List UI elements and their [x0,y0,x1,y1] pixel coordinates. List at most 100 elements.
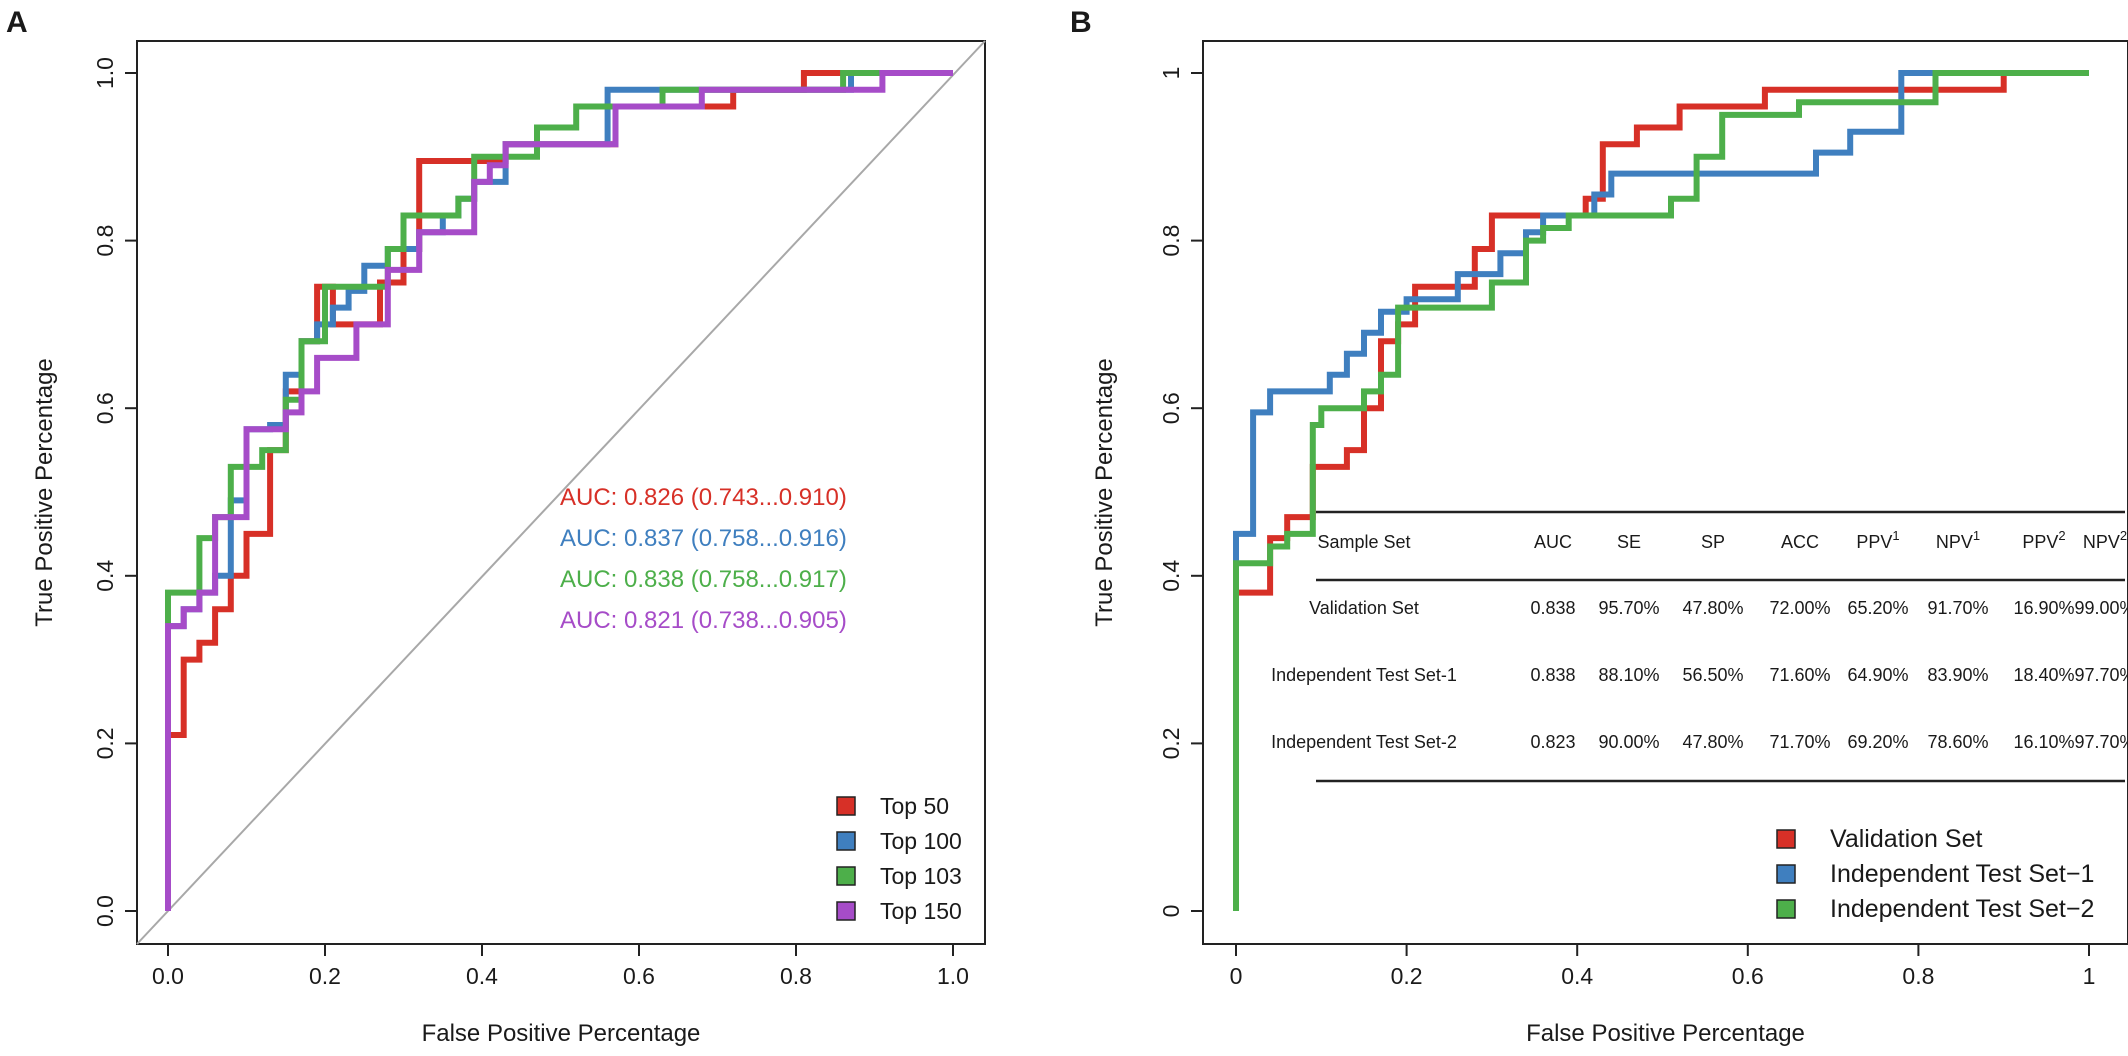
y-tick-label: 0 [1158,905,1184,918]
panel-b: B 0 0.2 0.4 0.6 0.8 1 0 0.2 0.4 0.6 0.8 1 False Posit… [1070,6,2128,1047]
y-tick-label: 1.0 [92,57,118,89]
table-cell: 91.70% [1927,598,1988,618]
y-tick-label: 0.6 [92,392,118,424]
table-cell: Independent Test Set-2 [1271,732,1457,752]
table-cell: 47.80% [1682,598,1743,618]
metrics-table: Sample Set AUC SE SP ACC PPV1 NPV1 PPV2 NPV2Vali… [1271,510,2128,783]
table-header-superscript: 2 [2058,528,2065,543]
legend-swatch [1776,864,1796,884]
table-cell: 69.20% [1847,732,1908,752]
roc-curve-1 [1233,70,2089,911]
legend-swatch [836,866,856,886]
table-cell: 83.90% [1927,665,1988,685]
table-cell: 0.823 [1530,732,1575,752]
y-axis-title: True Positive Percentage [31,358,58,627]
table-header: PPV1 [1856,528,1899,552]
table-header: SP [1701,532,1725,552]
table-cell: 65.20% [1847,598,1908,618]
y-tick-label: 0.0 [92,895,118,927]
panel-label: A [6,6,28,39]
legend-swatch [1776,899,1796,919]
table-header: SE [1617,532,1641,552]
table-header-text: Sample Set [1317,532,1410,552]
legend-label: Independent Test Set−1 [1830,860,2094,888]
table-cell: 95.70% [1598,598,1659,618]
x-tick-label: 0.4 [466,963,498,989]
y-tick-label: 0.2 [92,727,118,759]
y-axis-title: True Positive Percentage [1091,358,1118,627]
x-tick-label: 1 [2083,963,2096,989]
y-tick-label: 0.6 [1158,392,1184,424]
y-tick-label: 0.4 [92,560,118,592]
table-background [1316,512,2125,781]
x-tick-label: 0.8 [1902,963,1934,989]
y-tick-label: 1 [1158,67,1184,80]
x-tick-label: 0.4 [1561,963,1593,989]
auc-annotation: AUC: 0.837 (0.758...0.916) [560,525,847,552]
table-cell: 56.50% [1682,665,1743,685]
table-cell: 97.70% [2074,665,2128,685]
y-tick-label: 0.4 [1158,560,1184,592]
y-tick-label: 0.8 [92,225,118,257]
x-axis-title: False Positive Percentage [1526,1020,1805,1047]
legend-label: Top 103 [880,863,962,889]
table-cell: 78.60% [1927,732,1988,752]
legend-swatch [836,796,856,816]
legend-label: Independent Test Set−2 [1830,895,2094,923]
roc-curve-2 [1233,70,2089,911]
table-header: NPV2 [2083,528,2127,552]
table-cell: 71.60% [1769,665,1830,685]
y-tick-label: 0.2 [1158,727,1184,759]
auc-annotation: AUC: 0.821 (0.738...0.905) [560,607,847,634]
x-tick-label: 0.8 [780,963,812,989]
table-header: AUC [1534,532,1572,552]
x-tick-label: 0.2 [1391,963,1423,989]
table-header-text: ACC [1781,532,1819,552]
legend-label: Top 150 [880,898,962,924]
table-cell: 0.838 [1530,665,1575,685]
roc-curve-3 [1233,70,2089,911]
table-header-text: PPV [2022,532,2058,552]
table-header-superscript: 2 [2120,528,2127,543]
legend-label: Top 50 [880,793,949,819]
table-cell: 90.00% [1598,732,1659,752]
table-cell: 72.00% [1769,598,1830,618]
panel-a: A 0.0 0.2 0.4 0.6 0.8 1.0 0.0 0.2 0.4 0.6 0.8 1.0 Fal… [6,6,986,1047]
x-tick-label: 1.0 [937,963,969,989]
x-tick-label: 0.2 [309,963,341,989]
auc-annotation: AUC: 0.838 (0.758...0.917) [560,566,847,593]
table-cell: Validation Set [1309,598,1419,618]
table-header: Sample Set [1317,532,1410,552]
legend-swatch [836,901,856,921]
x-tick-label: 0.0 [152,963,184,989]
x-tick-label: 0.6 [1732,963,1764,989]
table-header-text: NPV [2083,532,2120,552]
table-cell: 97.70% [2074,732,2128,752]
legend-swatch [1776,829,1796,849]
table-header: NPV1 [1936,528,1980,552]
roc-curve-4 [165,70,953,911]
table-cell: 64.90% [1847,665,1908,685]
table-cell: 0.838 [1530,598,1575,618]
x-tick-label: 0 [1230,963,1243,989]
table-header-text: SE [1617,532,1641,552]
table-header-text: PPV [1856,532,1892,552]
table-cell: 16.90% [2013,598,2074,618]
table-header-superscript: 1 [1892,528,1899,543]
legend-label: Validation Set [1830,825,1982,853]
table-header-superscript: 1 [1973,528,1980,543]
table-cell: 88.10% [1598,665,1659,685]
table-cell: 16.10% [2013,732,2074,752]
table-cell: Independent Test Set-1 [1271,665,1457,685]
table-header: PPV2 [2022,528,2065,552]
x-tick-label: 0.6 [623,963,655,989]
x-axis-title: False Positive Percentage [422,1020,701,1047]
table-cell: 18.40% [2013,665,2074,685]
auc-annotation: AUC: 0.826 (0.743...0.910) [560,484,847,511]
table-cell: 47.80% [1682,732,1743,752]
legend-swatch [836,831,856,851]
legend-label: Top 100 [880,828,962,854]
table-cell: 71.70% [1769,732,1830,752]
table-header-text: NPV [1936,532,1973,552]
